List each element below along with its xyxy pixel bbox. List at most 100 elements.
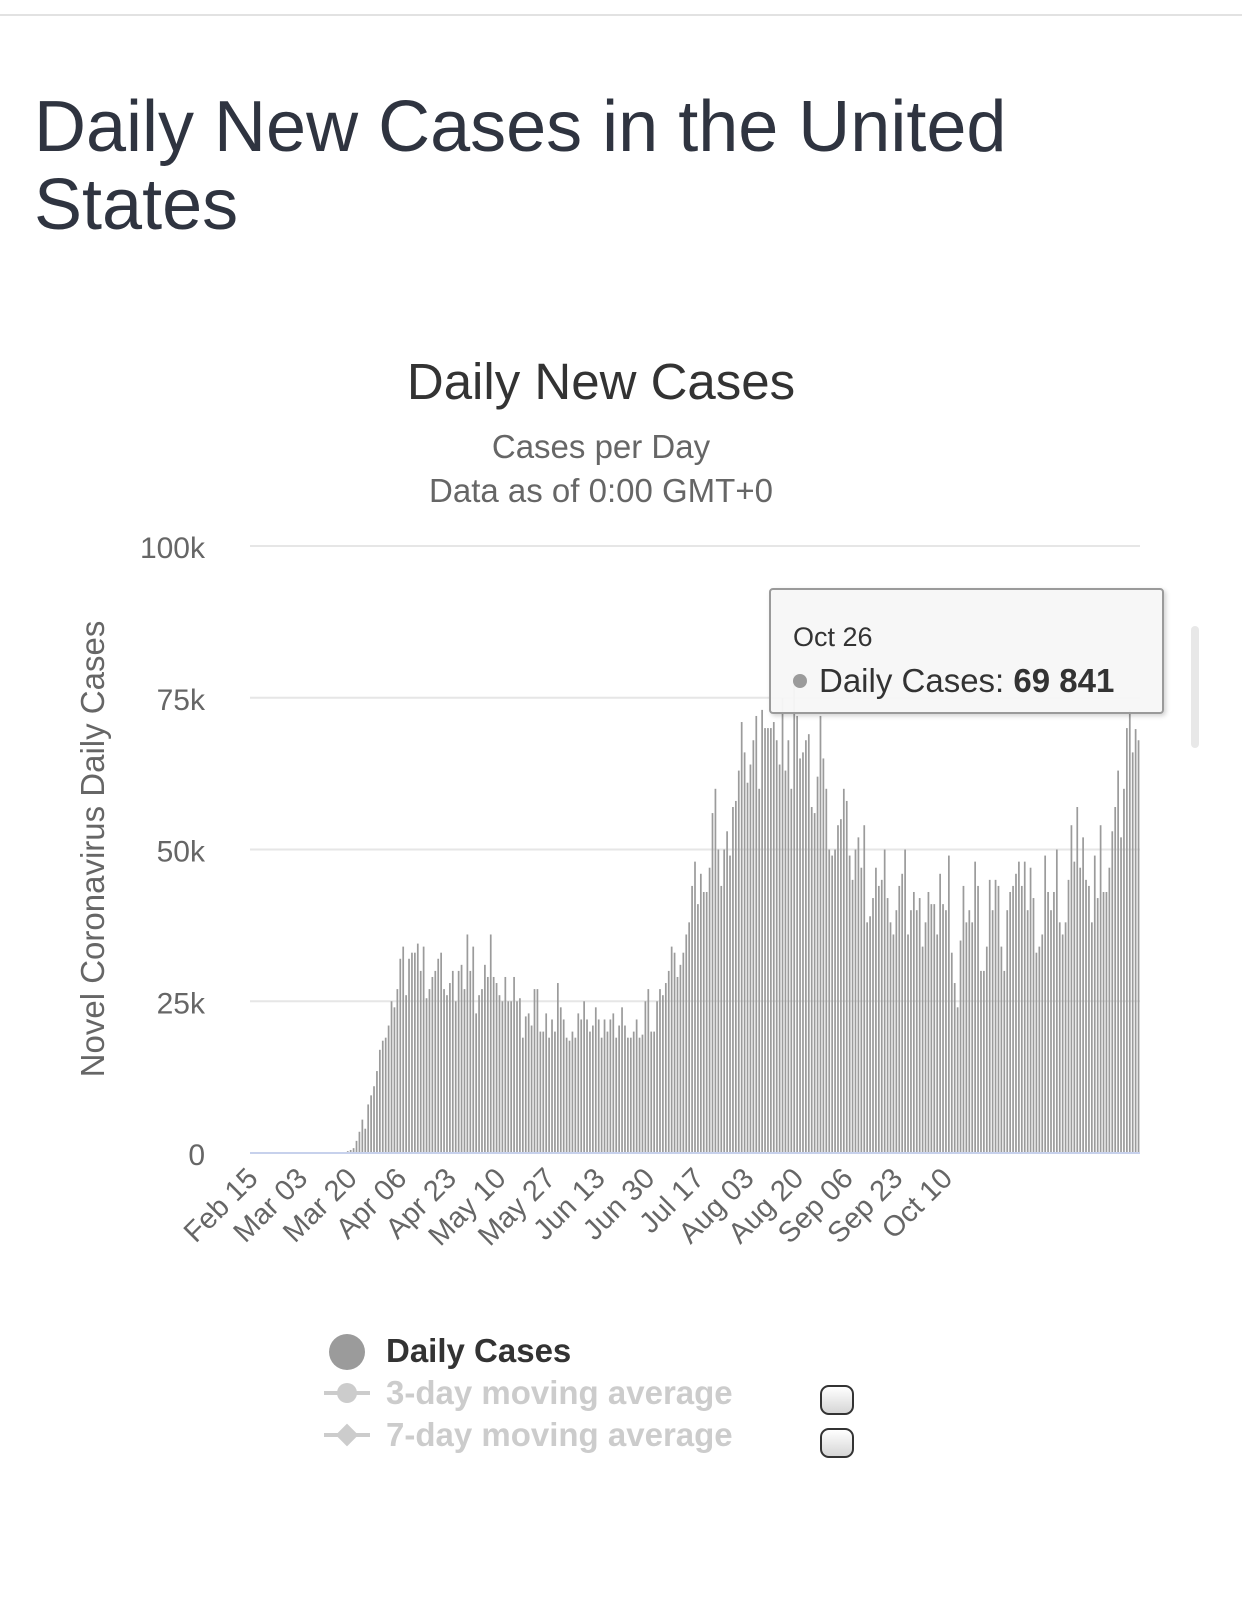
bar[interactable] bbox=[1131, 752, 1134, 1153]
bar[interactable] bbox=[679, 964, 682, 1153]
bar[interactable] bbox=[355, 1140, 358, 1153]
bar[interactable] bbox=[653, 1031, 656, 1153]
bar[interactable] bbox=[740, 722, 743, 1153]
bar[interactable] bbox=[662, 995, 664, 1153]
bar[interactable] bbox=[930, 904, 933, 1153]
bar[interactable] bbox=[807, 734, 810, 1153]
bar[interactable] bbox=[586, 1019, 588, 1153]
bar[interactable] bbox=[1023, 861, 1026, 1153]
bar[interactable] bbox=[974, 861, 976, 1153]
bar[interactable] bbox=[837, 825, 839, 1153]
bar[interactable] bbox=[393, 1007, 396, 1153]
bar[interactable] bbox=[1079, 867, 1082, 1153]
bar[interactable] bbox=[571, 1031, 574, 1153]
bar[interactable] bbox=[370, 1095, 372, 1153]
bar[interactable] bbox=[1032, 898, 1035, 1153]
bar[interactable] bbox=[381, 1040, 384, 1153]
bar[interactable] bbox=[910, 910, 912, 1153]
bar[interactable] bbox=[834, 849, 836, 1154]
bar[interactable] bbox=[1006, 910, 1009, 1153]
bar[interactable] bbox=[554, 1031, 556, 1153]
bar[interactable] bbox=[784, 770, 787, 1153]
bar[interactable] bbox=[513, 976, 515, 1153]
bar[interactable] bbox=[790, 788, 793, 1153]
bar[interactable] bbox=[948, 855, 950, 1153]
bar[interactable] bbox=[904, 849, 906, 1154]
bar[interactable] bbox=[985, 946, 988, 1153]
bar[interactable] bbox=[440, 952, 442, 1153]
bar[interactable] bbox=[816, 776, 819, 1153]
bar[interactable] bbox=[422, 946, 425, 1153]
bar[interactable] bbox=[813, 813, 816, 1153]
bar[interactable] bbox=[1120, 837, 1122, 1153]
bar[interactable] bbox=[565, 1037, 568, 1153]
bar[interactable] bbox=[542, 1031, 545, 1153]
bar[interactable] bbox=[592, 1025, 594, 1153]
bar[interactable] bbox=[521, 1037, 524, 1153]
bar[interactable] bbox=[504, 976, 507, 1153]
bar[interactable] bbox=[848, 855, 851, 1153]
bar[interactable] bbox=[612, 1013, 615, 1153]
bar[interactable] bbox=[743, 752, 746, 1153]
bar[interactable] bbox=[577, 1013, 580, 1153]
bar[interactable] bbox=[767, 728, 769, 1153]
bar[interactable] bbox=[1096, 898, 1099, 1153]
bar[interactable] bbox=[1082, 837, 1084, 1153]
bar[interactable] bbox=[402, 946, 405, 1153]
bar[interactable] bbox=[1117, 770, 1119, 1153]
bar[interactable] bbox=[670, 946, 673, 1153]
bar[interactable] bbox=[624, 1025, 626, 1153]
bar[interactable] bbox=[691, 885, 693, 1153]
bar[interactable] bbox=[912, 891, 915, 1153]
bar[interactable] bbox=[419, 970, 422, 1153]
bar[interactable] bbox=[621, 1007, 623, 1153]
bar[interactable] bbox=[1058, 922, 1061, 1153]
bar[interactable] bbox=[411, 952, 413, 1153]
bar[interactable] bbox=[959, 940, 962, 1153]
bar[interactable] bbox=[761, 709, 763, 1153]
bar[interactable] bbox=[851, 879, 854, 1153]
bar[interactable] bbox=[638, 1037, 641, 1153]
bar[interactable] bbox=[443, 989, 445, 1153]
bar[interactable] bbox=[1018, 861, 1020, 1153]
bar[interactable] bbox=[457, 970, 460, 1153]
bar[interactable] bbox=[609, 1019, 612, 1153]
bar[interactable] bbox=[802, 752, 804, 1153]
bar[interactable] bbox=[1041, 934, 1044, 1153]
bar[interactable] bbox=[647, 989, 650, 1153]
bar[interactable] bbox=[507, 1001, 510, 1153]
bar[interactable] bbox=[629, 1037, 632, 1153]
bar[interactable] bbox=[1038, 946, 1041, 1153]
bar[interactable] bbox=[632, 1031, 635, 1153]
bar[interactable] bbox=[983, 970, 985, 1153]
bar[interactable] bbox=[539, 1031, 542, 1153]
toggle-7-day-average[interactable] bbox=[820, 1428, 854, 1458]
bar[interactable] bbox=[1093, 855, 1096, 1153]
bar[interactable] bbox=[449, 983, 451, 1153]
bar[interactable] bbox=[933, 904, 936, 1153]
bar[interactable] bbox=[463, 989, 466, 1153]
bar[interactable] bbox=[475, 1013, 478, 1153]
bar[interactable] bbox=[635, 1019, 638, 1153]
bar[interactable] bbox=[699, 873, 702, 1153]
bar[interactable] bbox=[1070, 825, 1073, 1153]
bar[interactable] bbox=[390, 1001, 393, 1153]
bar[interactable] bbox=[895, 910, 898, 1153]
bar[interactable] bbox=[437, 958, 440, 1153]
bar[interactable] bbox=[775, 740, 778, 1153]
bar[interactable] bbox=[746, 782, 749, 1153]
bar[interactable] bbox=[945, 910, 947, 1153]
bar[interactable] bbox=[778, 764, 781, 1153]
bar[interactable] bbox=[399, 958, 402, 1153]
bar[interactable] bbox=[1073, 861, 1076, 1153]
bar[interactable] bbox=[863, 825, 866, 1153]
bar[interactable] bbox=[376, 1071, 378, 1153]
bar[interactable] bbox=[924, 922, 927, 1153]
bar[interactable] bbox=[875, 867, 877, 1153]
bar[interactable] bbox=[1000, 946, 1003, 1153]
bar[interactable] bbox=[752, 740, 755, 1153]
bar[interactable] bbox=[877, 885, 880, 1153]
bar[interactable] bbox=[484, 964, 486, 1153]
bar[interactable] bbox=[1067, 879, 1070, 1153]
bar[interactable] bbox=[451, 970, 454, 1153]
